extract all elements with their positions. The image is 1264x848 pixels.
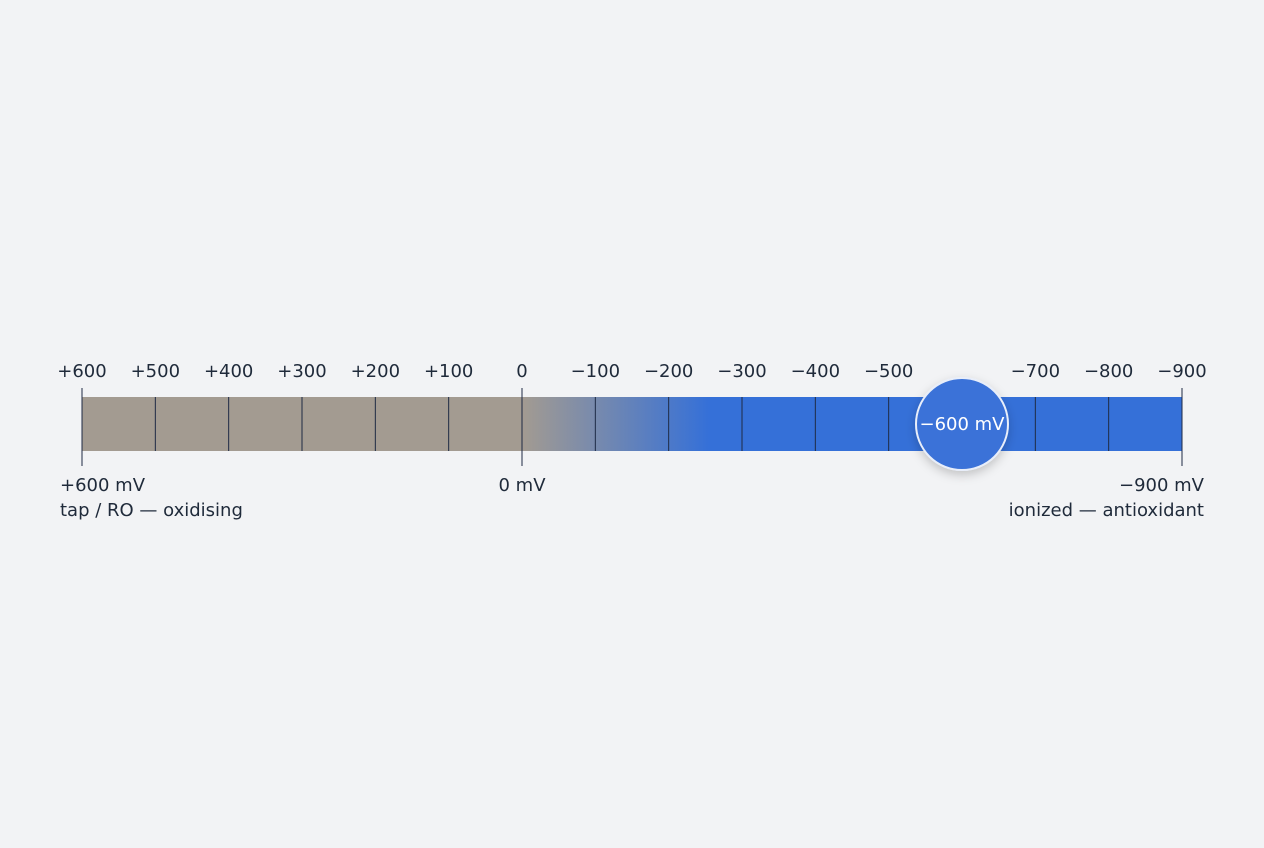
tick-label: +300 — [277, 361, 326, 382]
tick-label: +500 — [131, 361, 180, 382]
tick-label: −300 — [717, 361, 766, 382]
tick-label: −800 — [1084, 361, 1133, 382]
tick-label: +200 — [351, 361, 400, 382]
tick-label: +400 — [204, 361, 253, 382]
tick-label: −200 — [644, 361, 693, 382]
marker — [915, 377, 1009, 471]
annotation-label: −900 mV — [1119, 475, 1205, 496]
annotation-note: tap / RO — oxidising — [60, 500, 243, 521]
tick-label: +600 — [57, 361, 106, 382]
annotation-label: +600 mV — [60, 475, 146, 496]
tick-label: −900 — [1157, 361, 1206, 382]
tick-label: −400 — [791, 361, 840, 382]
scale-bar — [82, 397, 1182, 451]
tick-label: −100 — [571, 361, 620, 382]
tick-label: −700 — [1011, 361, 1060, 382]
tick-label: +100 — [424, 361, 473, 382]
annotation-label: 0 mV — [498, 475, 546, 496]
annotation-note: ionized — antioxidant — [1009, 500, 1204, 521]
tick-label: 0 — [516, 361, 527, 382]
tick-label: −500 — [864, 361, 913, 382]
marker-label: −600 mV — [919, 414, 1005, 435]
